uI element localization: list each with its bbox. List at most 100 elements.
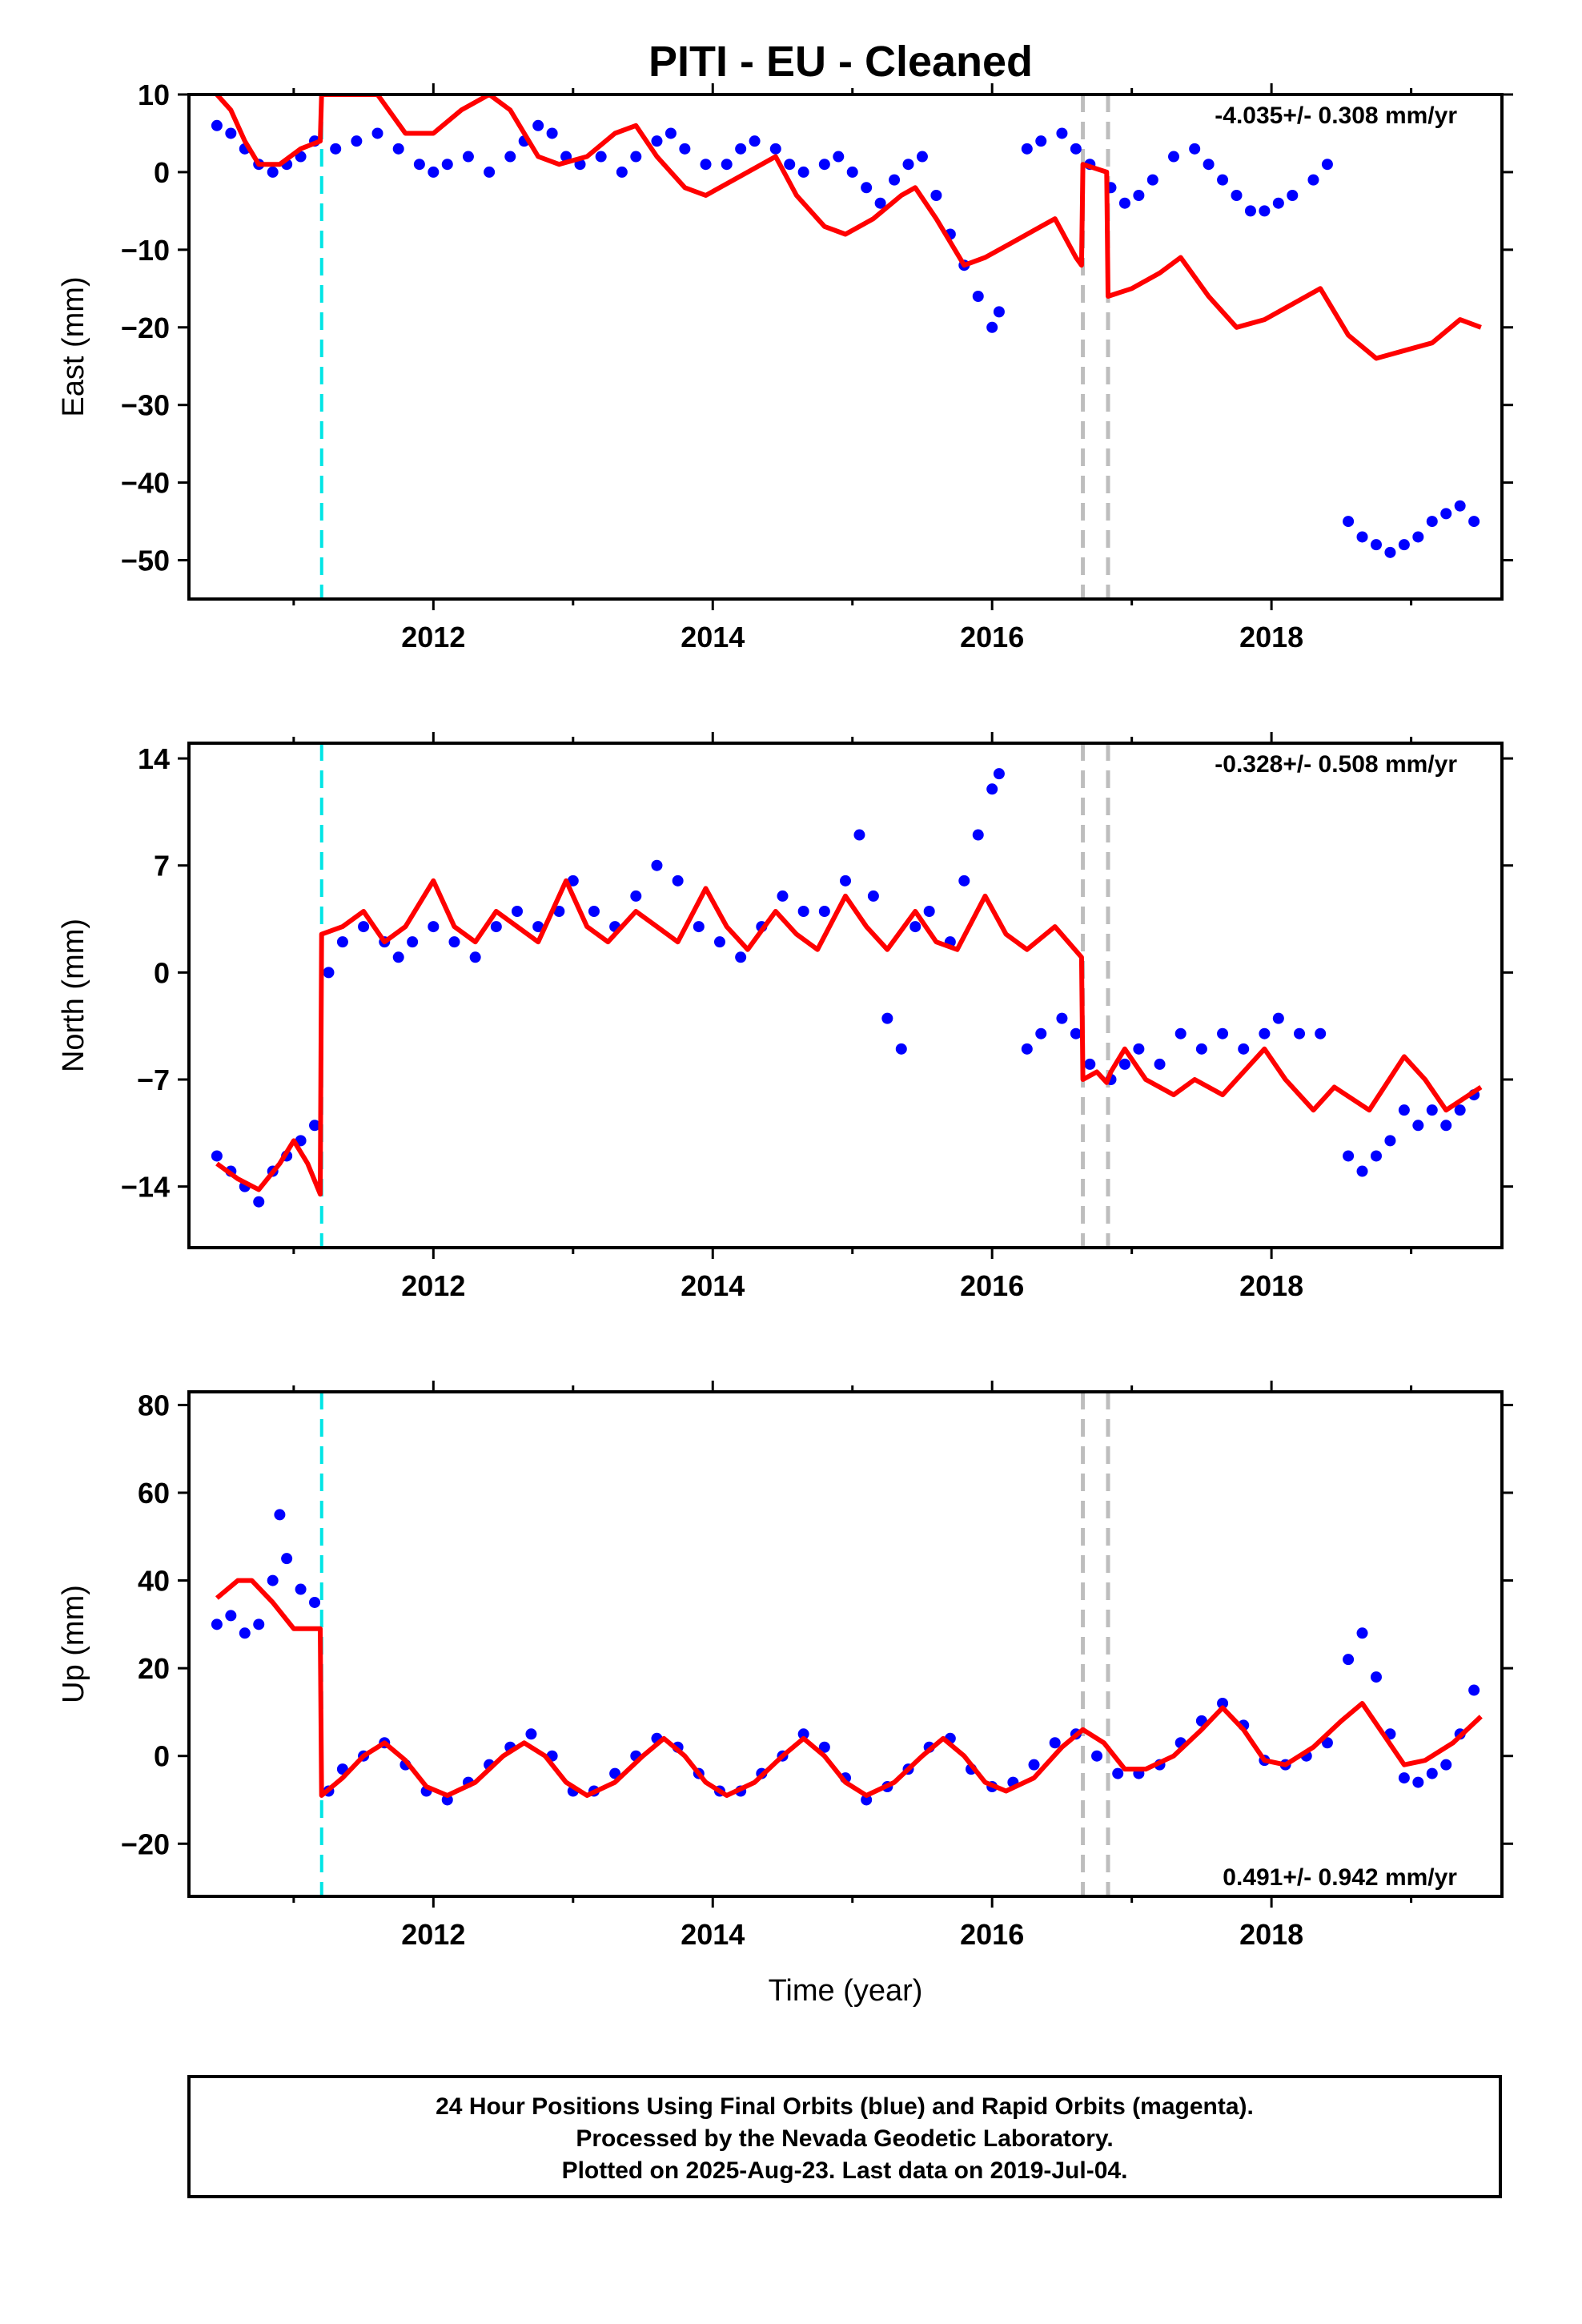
east-data-point-72 xyxy=(1370,539,1382,551)
north-ytick-label-4: 14 xyxy=(138,742,170,775)
east-model-line xyxy=(215,94,1482,361)
north-data-point-38 xyxy=(895,1043,907,1055)
east-data-point-31 xyxy=(735,143,747,155)
east-data-point-64 xyxy=(1244,205,1256,217)
north-frame xyxy=(187,742,1504,1249)
east-data-point-52 xyxy=(1056,127,1068,139)
up-data-point-3 xyxy=(253,1618,265,1630)
east-xtick-label-3: 2018 xyxy=(1239,621,1303,653)
east-data-point-1 xyxy=(225,127,237,139)
up-ytick-label-4: 60 xyxy=(138,1477,170,1510)
east-data-point-33 xyxy=(769,143,781,155)
north-data-point-42 xyxy=(958,875,970,887)
north-data-point-21 xyxy=(567,875,579,887)
north-data-point-71 xyxy=(1454,1104,1466,1116)
north-data-point-52 xyxy=(1118,1058,1130,1070)
up-data-point-67 xyxy=(1468,1684,1480,1696)
north-data-point-12 xyxy=(392,951,404,963)
north-data-point-69 xyxy=(1426,1104,1438,1116)
east-data-point-0 xyxy=(211,119,223,131)
east-data-point-76 xyxy=(1426,516,1438,528)
east-data-point-74 xyxy=(1398,539,1410,551)
east-data-point-13 xyxy=(428,166,440,178)
north-data-point-17 xyxy=(490,921,502,933)
north-data-point-49 xyxy=(1070,1027,1082,1039)
east-data-point-32 xyxy=(749,135,761,147)
east-data-point-24 xyxy=(616,166,628,178)
north-data-point-35 xyxy=(853,829,865,841)
up-data-point-19 xyxy=(525,1728,537,1740)
east-data-point-39 xyxy=(861,182,873,194)
up-panel: −20 0 20 40 60 80 2012 2014 2016 2018 Up (mm) Time … xyxy=(57,1381,1513,2008)
east-xtick-label-0: 2012 xyxy=(401,621,465,653)
north-data-point-19 xyxy=(532,921,544,933)
east-data-point-71 xyxy=(1356,531,1368,543)
east-frame xyxy=(187,93,1504,601)
up-data-point-2 xyxy=(239,1627,251,1639)
up-data-point-52 xyxy=(1217,1697,1229,1709)
north-xtick-label-0: 2012 xyxy=(401,1269,465,1302)
east-data-point-8 xyxy=(330,143,342,155)
north-data-point-15 xyxy=(448,936,460,948)
north-xtick-label-2: 2016 xyxy=(960,1269,1024,1302)
east-data-point-57 xyxy=(1133,190,1145,201)
up-data-point-15 xyxy=(441,1794,453,1806)
north-data-point-59 xyxy=(1259,1027,1271,1039)
east-data-point-35 xyxy=(797,166,809,178)
east-data-point-14 xyxy=(441,159,453,171)
up-data-point-64 xyxy=(1426,1767,1438,1779)
north-data-point-53 xyxy=(1133,1043,1145,1055)
east-data-point-38 xyxy=(846,166,858,178)
north-data-point-14 xyxy=(428,921,440,933)
north-data-point-70 xyxy=(1440,1120,1452,1132)
east-xtick-label-1: 2014 xyxy=(681,621,745,653)
north-plot-area xyxy=(211,768,1483,1208)
east-data-point-49 xyxy=(993,306,1005,318)
east-data-point-36 xyxy=(818,159,830,171)
north-data-point-3 xyxy=(253,1196,265,1208)
up-data-point-65 xyxy=(1440,1759,1452,1771)
up-data-point-46 xyxy=(1091,1750,1103,1762)
east-data-point-15 xyxy=(462,151,474,163)
north-data-point-24 xyxy=(630,890,642,902)
up-data-point-35 xyxy=(861,1794,873,1806)
up-xtick-label-3: 2018 xyxy=(1239,1918,1303,1951)
north-data-point-10 xyxy=(358,921,370,933)
up-frame xyxy=(187,1390,1504,1898)
east-data-point-16 xyxy=(484,166,496,178)
east-data-point-51 xyxy=(1035,135,1047,147)
north-data-point-55 xyxy=(1174,1027,1186,1039)
up-plot-area xyxy=(211,1509,1483,1806)
east-ytick-label-3: −20 xyxy=(121,312,170,344)
east-ytick-label-0: −50 xyxy=(121,545,170,577)
up-data-point-1 xyxy=(225,1610,237,1622)
east-data-point-78 xyxy=(1454,500,1466,512)
north-data-point-47 xyxy=(1035,1027,1047,1039)
footer-line-1: 24 Hour Positions Using Final Orbits (bl… xyxy=(436,2093,1254,2120)
east-data-point-4 xyxy=(267,166,279,178)
east-data-point-68 xyxy=(1307,174,1319,186)
east-data-point-43 xyxy=(916,151,928,163)
east-data-point-53 xyxy=(1070,143,1082,155)
east-ytick-label-1: −40 xyxy=(121,467,170,500)
up-data-point-60 xyxy=(1370,1671,1382,1683)
up-ytick-label-1: 0 xyxy=(154,1740,170,1773)
up-xtick-label-1: 2014 xyxy=(681,1918,745,1951)
east-data-point-69 xyxy=(1321,159,1333,171)
north-data-point-40 xyxy=(923,906,935,917)
up-data-point-63 xyxy=(1412,1776,1424,1788)
up-data-point-6 xyxy=(281,1553,293,1565)
footer-line-3: Plotted on 2025-Aug-23. Last data on 201… xyxy=(562,2157,1128,2184)
north-ytick-label-3: 7 xyxy=(154,850,170,883)
north-data-point-46 xyxy=(1021,1043,1033,1055)
north-data-point-63 xyxy=(1343,1150,1355,1162)
east-data-point-66 xyxy=(1272,197,1284,209)
east-data-point-25 xyxy=(630,151,642,163)
north-panel: −14 −7 0 7 14 2012 2014 2016 2018 North (mm) -0.32… xyxy=(57,732,1513,1302)
up-data-point-57 xyxy=(1321,1737,1333,1749)
up-data-point-47 xyxy=(1112,1767,1124,1779)
east-data-point-40 xyxy=(874,197,886,209)
east-ytick-label-2: −30 xyxy=(121,389,170,422)
up-data-point-33 xyxy=(818,1741,830,1753)
